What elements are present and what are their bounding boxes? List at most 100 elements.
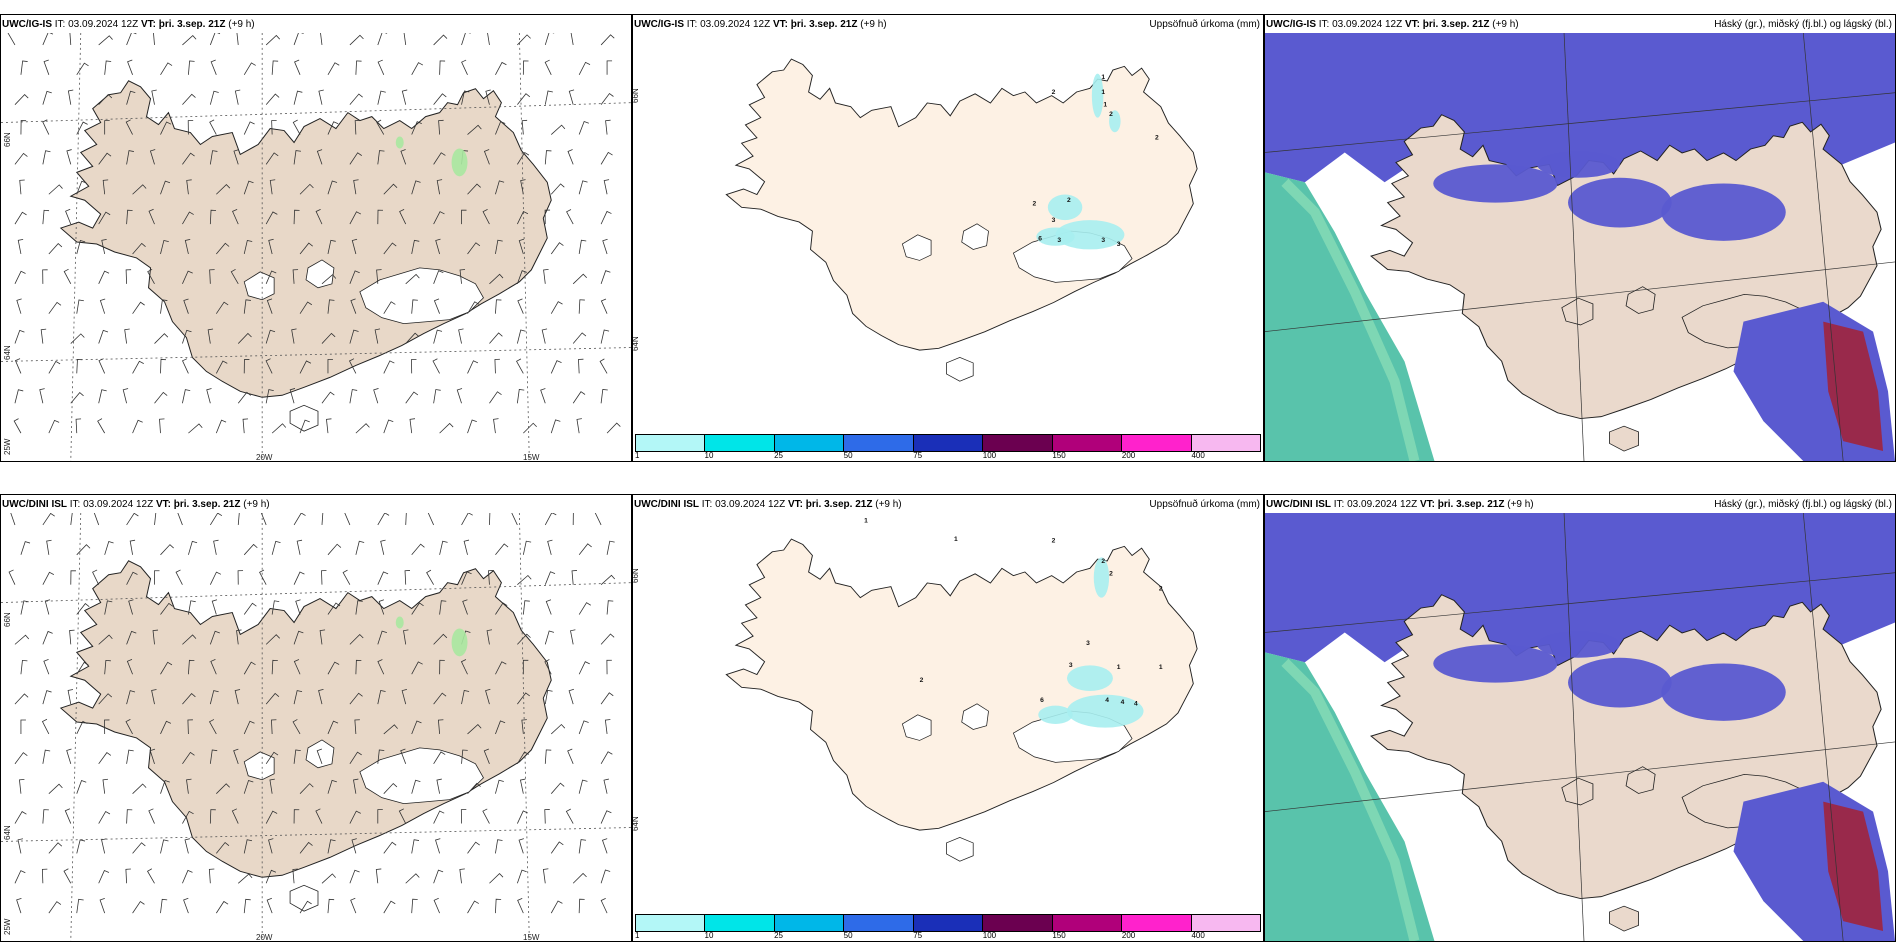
- legend-tick-label: 150: [1052, 451, 1066, 460]
- wind-barb: [411, 543, 425, 556]
- wind-barb: [606, 659, 612, 675]
- wind-barb: [44, 599, 51, 615]
- wind-barb: [550, 360, 562, 374]
- wind-barb: [132, 360, 144, 374]
- legend-swatch: [1052, 915, 1123, 931]
- wind-barb: [101, 238, 107, 255]
- wind-barb: [517, 34, 531, 46]
- wind-barb: [48, 901, 62, 914]
- wind-barb: [572, 513, 574, 525]
- wind-barb: [349, 211, 362, 225]
- wind-barb: [600, 869, 611, 884]
- wind-barb: [321, 873, 336, 884]
- wind-barb: [63, 868, 72, 884]
- wind-barb: [265, 358, 273, 374]
- legend-swatch: [844, 435, 914, 451]
- wind-barb: [399, 209, 407, 225]
- legend-tick-label: 1: [635, 451, 640, 460]
- wind-barb: [439, 60, 446, 75]
- wind-barb: [316, 748, 323, 764]
- wind-barb: [70, 570, 76, 585]
- wind-barb: [154, 391, 168, 404]
- legend-swatch: [1122, 435, 1192, 451]
- wind-barb: [433, 897, 440, 914]
- wind-barb: [183, 897, 189, 914]
- wind-barb: [292, 269, 299, 284]
- wind-barb: [265, 751, 279, 765]
- glacier: [305, 739, 335, 769]
- cloud-map-panel-bottom: UWC/DINI ISL IT: 03.09.2024 12Z VT: þri.…: [1264, 494, 1896, 942]
- legend-swatch: [774, 435, 845, 451]
- wind-barb: [544, 513, 557, 526]
- wind-barb: [606, 540, 615, 555]
- wind-barb: [541, 328, 548, 344]
- wind-barb: [132, 242, 146, 255]
- wind-barb-map: [1, 513, 631, 941]
- wind-barb: [67, 89, 74, 105]
- wind-barb: [42, 513, 55, 526]
- precip-contour-label: 3: [1117, 241, 1121, 248]
- wind-barb: [42, 209, 50, 225]
- precip-contour-label: 2: [1159, 585, 1163, 592]
- wind-barb: [467, 782, 481, 794]
- wind-barb: [14, 211, 27, 225]
- wind-barb: [98, 152, 112, 165]
- wind-barb: [70, 392, 84, 404]
- wind-barb: [160, 359, 166, 374]
- wind-barb: [578, 61, 591, 75]
- wind-barb: [404, 570, 411, 585]
- wind-barb: [234, 89, 241, 105]
- wind-barb: [213, 539, 219, 555]
- wind-barb: [433, 211, 445, 225]
- glacier: [946, 357, 974, 382]
- wind-barb: [544, 33, 555, 46]
- wind-barb: [43, 59, 50, 75]
- wind-barb: [572, 872, 587, 884]
- wind-barb: [233, 149, 239, 165]
- lat-label-64n: 64N: [632, 816, 640, 831]
- wind-barb: [606, 600, 614, 615]
- low-cloud-area: [1823, 321, 1884, 452]
- wind-barb: [355, 423, 370, 434]
- wind-barb: [411, 720, 422, 735]
- wind-barb: [152, 629, 159, 645]
- wind-barb: [125, 119, 133, 135]
- wind-barb: [516, 270, 527, 284]
- wind-barb: [216, 783, 230, 794]
- wind-barb: [299, 183, 314, 195]
- wind-barb: [405, 513, 407, 525]
- wind-barb: [433, 692, 447, 705]
- wind-barb: [578, 898, 585, 914]
- legend-colorbar: [635, 914, 1261, 932]
- wind-barb: [122, 388, 129, 404]
- wind-barb: [436, 778, 442, 794]
- precip-contour-label: 1: [1159, 664, 1163, 671]
- precip-legend: 1 10 25 50 75 100 150 200 400: [633, 911, 1263, 941]
- wind-barb: [600, 210, 612, 225]
- wind-barb: [289, 388, 296, 404]
- wind-barb: [41, 718, 50, 735]
- wind-barb: [259, 569, 267, 585]
- wind-barb: [236, 629, 242, 645]
- wind-barb: [495, 299, 502, 314]
- wind-barb: [268, 838, 274, 854]
- legend-swatch: [913, 435, 984, 451]
- wind-barb: [125, 868, 131, 884]
- wind-barb: [98, 870, 110, 884]
- wind-barb: [175, 569, 183, 585]
- wind-barb: [48, 184, 63, 195]
- legend-tick-label: 200: [1121, 931, 1136, 940]
- wind-barb: [292, 719, 301, 735]
- wind-barb: [327, 661, 340, 675]
- wind-barb: [126, 150, 134, 165]
- wind-barb: [126, 749, 134, 764]
- wind-barb: [216, 242, 230, 255]
- glacier: [1609, 425, 1639, 452]
- wind-barb: [299, 419, 310, 434]
- wind-barb: [517, 633, 531, 645]
- wind-barb: [14, 811, 27, 824]
- glacier: [359, 267, 484, 325]
- wind-barb: [467, 841, 480, 854]
- wind-barb: [495, 898, 502, 914]
- wind-barb: [376, 119, 385, 135]
